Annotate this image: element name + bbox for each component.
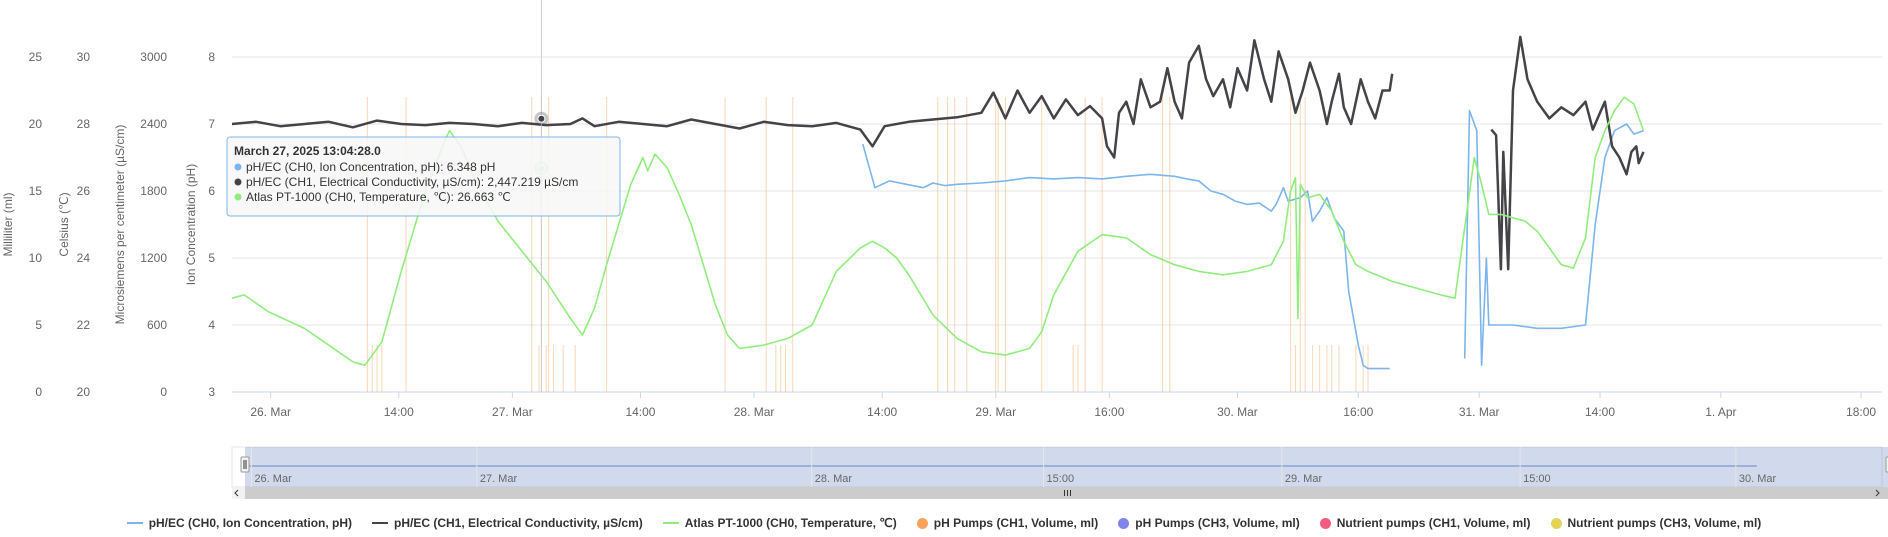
y-tick-label: 30 [77, 50, 91, 64]
x-tick-label: 14:00 [1585, 405, 1615, 419]
navigator-label: 15:00 [1523, 473, 1551, 485]
legend-label: pH Pumps (CH1, Volume, ml) [933, 516, 1099, 530]
series-line-1 [231, 35, 1645, 271]
y-tick-label: 3000 [140, 50, 167, 64]
y-tick-label: 2400 [140, 117, 167, 131]
tooltip-line: pH/EC (CH0, Ion Concentration, pH): 6.34… [246, 160, 495, 174]
series-line-0 [862, 109, 1644, 370]
y-tick-label: 20 [77, 385, 91, 399]
y-tick-label: 0 [160, 385, 167, 399]
scroll-left-arrow-icon[interactable] [234, 489, 239, 497]
x-tick-label: 14:00 [867, 405, 897, 419]
y-tick-label: 6 [208, 184, 215, 198]
legend-dot-icon [916, 517, 928, 529]
y-tick-label: 26 [77, 184, 91, 198]
navigator[interactable]: 26. Mar 27. Mar 28. Mar 15:00 29. Mar 15:00 30… [231, 446, 1888, 499]
y-tick-label: 5 [208, 251, 215, 265]
tooltip-line: pH/EC (CH1, Electrical Conductivity, µS/… [246, 175, 578, 189]
legend-label: pH/EC (CH0, Ion Concentration, pH) [148, 516, 353, 530]
y-axis-title: Milliliter (ml) [1, 193, 15, 257]
navigator-range [245, 447, 1888, 487]
y-tick-label: 28 [77, 117, 91, 131]
legend-item[interactable]: pH Pumps (CH3, Volume, ml) [1118, 516, 1300, 530]
x-tick-label: 30. Mar [1217, 405, 1258, 419]
x-tick-label: 14:00 [384, 405, 414, 419]
legend-item[interactable]: Atlas PT-1000 (CH0, Temperature, ℃) [662, 516, 897, 530]
y-axis-title: Ion Concentration (pH) [184, 164, 198, 285]
y-tick-label: 24 [77, 251, 91, 265]
legend-label: Atlas PT-1000 (CH0, Temperature, ℃) [684, 516, 897, 530]
legend: pH/EC (CH0, Ion Concentration, pH) pH/EC … [0, 512, 1888, 534]
legend-item[interactable]: pH Pumps (CH1, Volume, ml) [916, 516, 1099, 530]
x-tick-label: 28. Mar [734, 405, 775, 419]
y-tick-label: 8 [208, 50, 215, 64]
x-tick-label: 26. Mar [250, 405, 291, 419]
legend-item[interactable]: pH/EC (CH0, Ion Concentration, pH) [126, 516, 353, 530]
navigator-label: 27. Mar [480, 473, 518, 485]
legend-dot-icon [1118, 517, 1130, 529]
y-tick-label: 1200 [140, 251, 167, 265]
navigator-label: 30. Mar [1739, 473, 1777, 485]
legend-item[interactable]: Nutrient pumps (CH3, Volume, ml) [1550, 516, 1762, 530]
navigator-handle[interactable] [240, 456, 250, 473]
legend-label: Nutrient pumps (CH3, Volume, ml) [1567, 516, 1762, 530]
series-lines [231, 35, 1645, 370]
x-tick-label: 29. Mar [975, 405, 1016, 419]
y-tick-label: 10 [29, 251, 43, 265]
x-tick-label: 16:00 [1343, 405, 1373, 419]
y-tick-label: 0 [35, 385, 42, 399]
y-tick-label: 20 [29, 117, 43, 131]
y-tick-label: 22 [77, 318, 91, 332]
legend-dot-icon [1550, 517, 1562, 529]
series-line-2 [231, 96, 1645, 366]
tooltip-marker [234, 178, 242, 186]
legend-line-icon [126, 522, 143, 524]
tooltip-marker [234, 163, 242, 171]
x-tick-label: 31. Mar [1459, 405, 1500, 419]
navigator-label: 28. Mar [815, 473, 853, 485]
hover-marker [537, 114, 546, 123]
tooltip: March 27, 2025 13:04:28.0 pH/EC (CH0, Ion… [226, 136, 621, 217]
legend-label: pH/EC (CH1, Electrical Conductivity, µS/… [394, 516, 643, 530]
tooltip-line: Atlas PT-1000 (CH0, Temperature, ℃): 26.… [246, 190, 511, 204]
legend-dot-icon [1319, 517, 1331, 529]
x-tick-label: 1. Apr [1705, 405, 1736, 419]
y-tick-label: 5 [35, 318, 42, 332]
tooltip-marker [234, 193, 242, 201]
x-tick-label: 18:00 [1846, 405, 1876, 419]
legend-line-icon [662, 522, 679, 524]
navigator-label: 15:00 [1047, 473, 1075, 485]
scroll-right-arrow-icon[interactable] [1875, 489, 1880, 497]
legend-label: pH Pumps (CH3, Volume, ml) [1135, 516, 1300, 530]
navigator-track [231, 446, 1883, 488]
legend-label: Nutrient pumps (CH1, Volume, ml) [1336, 516, 1531, 530]
scrollbar-thumb[interactable] [245, 487, 1888, 499]
navigator-label: 26. Mar [254, 473, 292, 485]
y-axis-title: Microsiemens per centimeter (µS/cm) [113, 125, 127, 325]
y-tick-label: 7 [208, 117, 215, 131]
y-tick-label: 600 [147, 318, 167, 332]
y-tick-label: 4 [208, 318, 215, 332]
y-tick-label: 3 [208, 385, 215, 399]
legend-line-icon [372, 522, 389, 524]
tooltip-title: March 27, 2025 13:04:28.0 [234, 144, 381, 158]
x-axis: 26. Mar 14:00 27. Mar 14:00 28. Mar 14:00 29. … [250, 392, 1876, 419]
y-axis-title: Celsius (℃) [57, 192, 71, 256]
tooltip-box [226, 136, 621, 217]
x-tick-label: 16:00 [1094, 405, 1124, 419]
y-tick-label: 25 [29, 50, 43, 64]
y-tick-label: 1800 [140, 184, 167, 198]
legend-item[interactable]: Nutrient pumps (CH1, Volume, ml) [1319, 516, 1531, 530]
y-tick-label: 15 [29, 184, 43, 198]
x-tick-label: 14:00 [625, 405, 655, 419]
x-tick-label: 27. Mar [492, 405, 533, 419]
navigator-label: 29. Mar [1285, 473, 1323, 485]
legend-item[interactable]: pH/EC (CH1, Electrical Conductivity, µS/… [372, 516, 643, 530]
